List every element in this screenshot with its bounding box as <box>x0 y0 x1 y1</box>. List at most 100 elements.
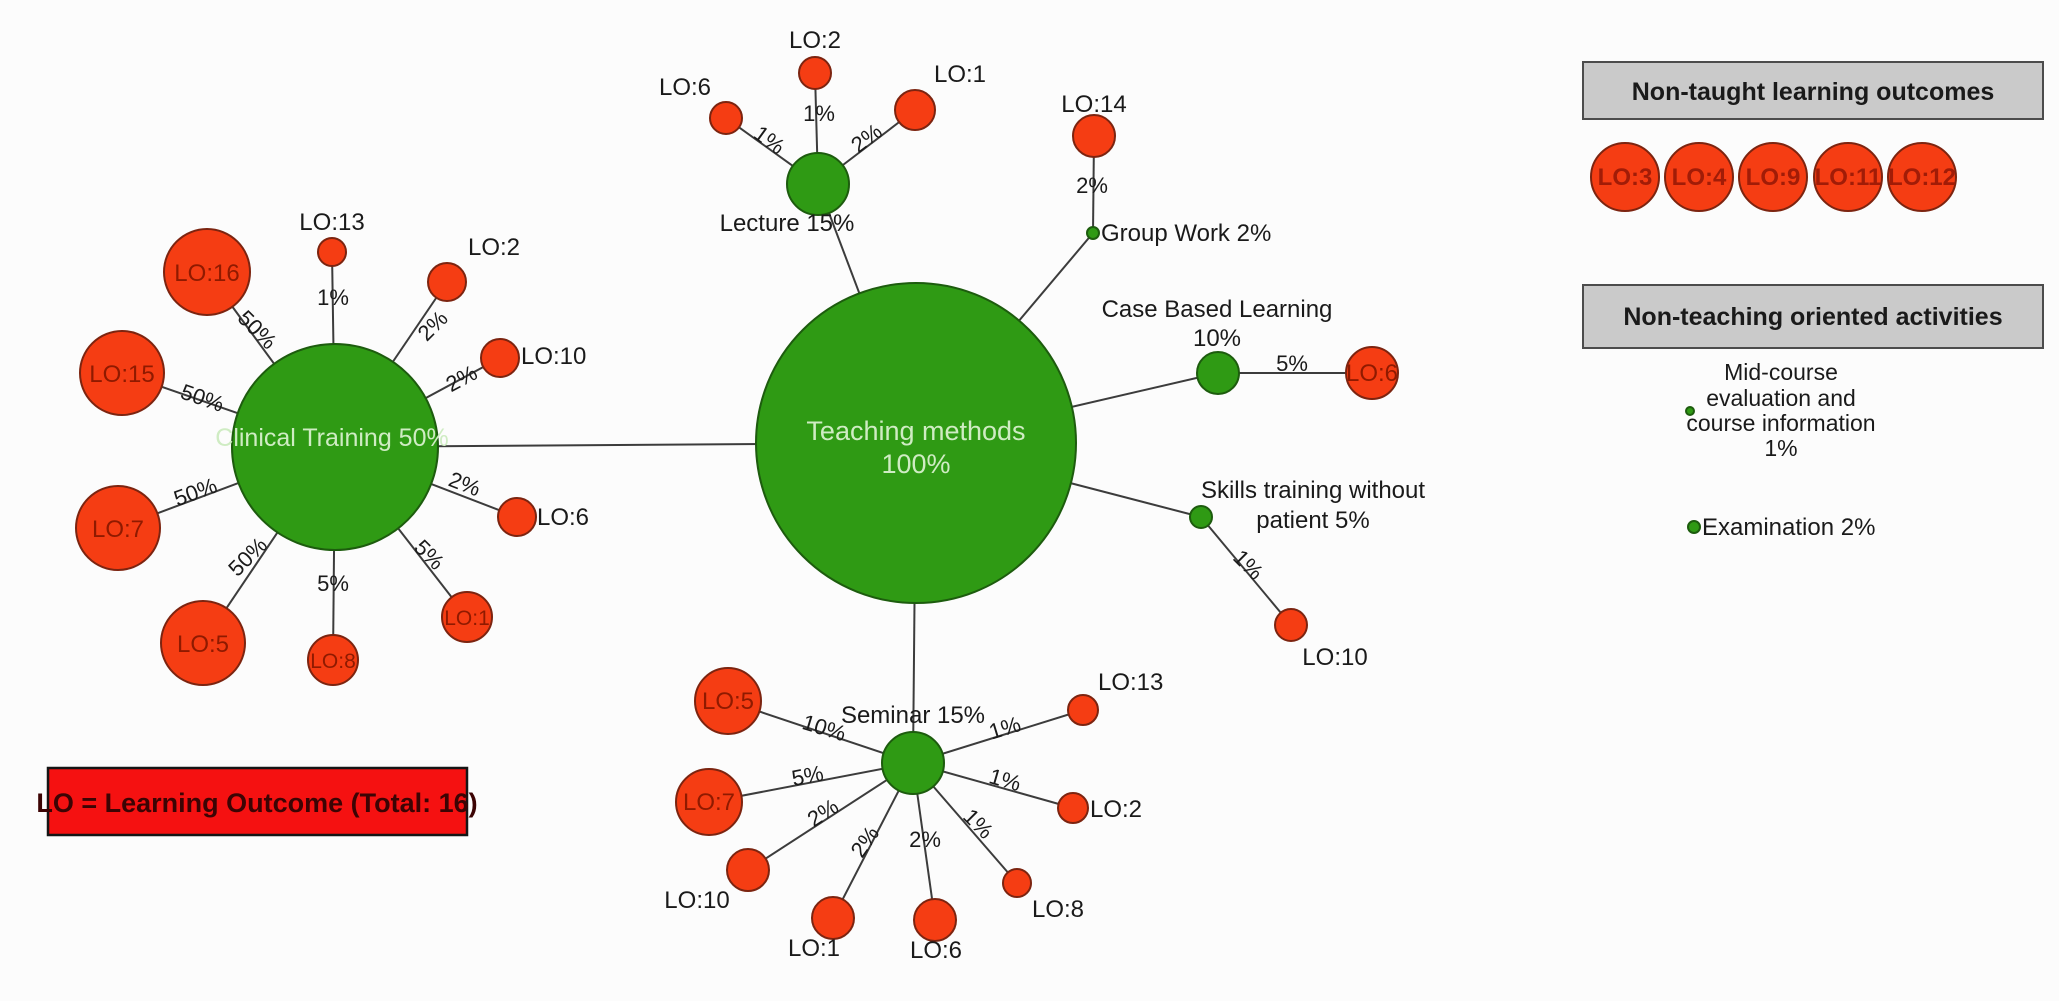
node-nontaught-lo4 <box>1664 142 1734 212</box>
group-work-label: Group Work 2% <box>1101 220 1271 247</box>
clinical-lo7-pct: 50% <box>170 473 220 512</box>
node-seminar-lo6 <box>913 898 957 942</box>
seminar-lo6-label: LO:6 <box>910 937 962 964</box>
seminar-lo1-pct: 2% <box>845 822 884 862</box>
node-lecture <box>786 152 850 216</box>
teaching-methods-label: Teaching methods <box>806 416 1025 446</box>
node-seminar-lo2 <box>1057 792 1089 824</box>
casebased-lo6-label: LO:6 <box>1346 360 1398 387</box>
skills-lo10-pct: 1% <box>1228 545 1268 585</box>
node-midcourse-dot <box>1685 406 1695 416</box>
seminar-lo8-label: LO:8 <box>1032 896 1084 923</box>
node-clinical-lo2 <box>427 262 467 302</box>
nontaught-lo9-label: LO:9 <box>1746 164 1801 191</box>
node-seminar <box>881 731 945 795</box>
clinical-lo16-label: LO:16 <box>174 260 239 287</box>
seminar-label: Seminar 15% <box>841 702 985 729</box>
edge <box>708 762 914 803</box>
lecture-lo2-label: LO:2 <box>789 27 841 54</box>
clinical-training-label: Clinical Training 50% <box>215 424 448 452</box>
legend-non-teaching: Non-teaching oriented activities Mid-cou… <box>1582 284 2044 541</box>
node-clinical-lo8 <box>307 634 359 686</box>
legend-non-taught: Non-taught learning outcomes LO:3 LO:4 L… <box>1582 61 2044 212</box>
lecture-label: Lecture 15% <box>720 210 855 237</box>
node-examination-dot <box>1687 520 1701 534</box>
node-clinical-lo7 <box>75 485 161 571</box>
clinical-lo8-label: LO:8 <box>310 650 356 673</box>
legend-non-taught-title: Non-taught learning outcomes <box>1632 78 1995 106</box>
node-casebased-lo6 <box>1345 346 1399 400</box>
seminar-lo8-pct: 1% <box>958 804 998 844</box>
teaching-methods-pct: 100% <box>881 449 950 479</box>
legend-non-teaching-box <box>1582 284 2044 349</box>
seminar-lo5-label: LO:5 <box>702 688 754 715</box>
labels: Teaching methods 100% Clinical Training … <box>89 27 1425 964</box>
examination-label: Examination 2% <box>1702 514 1875 541</box>
clinical-lo15-pct: 50% <box>178 379 228 417</box>
node-lecture-lo2 <box>798 56 832 90</box>
lecture-lo1-label: LO:1 <box>934 61 986 88</box>
midcourse-line3: course information <box>1686 410 1875 436</box>
lecture-lo6-pct: 1% <box>749 120 789 159</box>
clinical-lo2-label: LO:2 <box>468 234 520 261</box>
seminar-lo2-pct: 1% <box>986 763 1023 796</box>
clinical-lo1-label: LO:1 <box>444 607 490 630</box>
clinical-lo6-label: LO:6 <box>537 504 589 531</box>
clinical-lo13-pct: 1% <box>317 285 349 310</box>
footer-key-label: LO = Learning Outcome (Total: 16) <box>36 788 477 818</box>
skills-label-line1: Skills training without <box>1201 477 1425 504</box>
node-clinical-lo13 <box>317 237 347 267</box>
clinical-lo10-pct: 2% <box>442 360 482 397</box>
case-based-label-line2: 10% <box>1193 325 1241 352</box>
node-clinical-lo5 <box>160 600 246 686</box>
node-skills-training <box>1189 505 1213 529</box>
node-seminar-lo8 <box>1002 868 1032 898</box>
seminar-lo13-pct: 1% <box>986 711 1024 744</box>
clinical-lo2-pct: 2% <box>413 306 453 346</box>
lecture-lo6-label: LO:6 <box>659 74 711 101</box>
node-seminar-lo13 <box>1067 694 1099 726</box>
footer-key: LO = Learning Outcome (Total: 16) <box>36 766 478 837</box>
node-group-work <box>1086 226 1100 240</box>
clinical-lo5-pct: 50% <box>223 532 272 581</box>
footer-key-box <box>46 766 469 837</box>
edge <box>1200 516 1292 626</box>
legend-non-taught-box <box>1582 61 2044 120</box>
node-seminar-lo7 <box>675 768 743 836</box>
seminar-lo2-label: LO:2 <box>1090 796 1142 823</box>
node-seminar-lo10 <box>726 848 770 892</box>
node-lecture-lo6 <box>709 101 743 135</box>
clinical-lo15-label: LO:15 <box>89 361 154 388</box>
clinical-lo10-label: LO:10 <box>521 343 586 370</box>
node-lecture-lo1 <box>894 89 936 131</box>
skills-label-line2: patient 5% <box>1256 507 1369 534</box>
clinical-lo13-label: LO:13 <box>299 209 364 236</box>
node-clinical-lo10 <box>480 338 520 378</box>
case-based-label-line1: Case Based Learning <box>1102 296 1333 323</box>
seminar-lo6-pct: 2% <box>909 827 941 852</box>
groupwork-lo14-label: LO:14 <box>1061 91 1126 118</box>
node-seminar-lo1 <box>811 896 855 940</box>
node-clinical-lo15 <box>79 330 165 416</box>
nodes <box>75 56 1399 942</box>
seminar-lo7-pct: 5% <box>790 760 826 791</box>
node-seminar-lo5 <box>694 667 762 735</box>
lecture-lo1-pct: 2% <box>846 118 886 157</box>
node-nontaught-lo9 <box>1738 142 1808 212</box>
node-case-based-learning <box>1196 351 1240 395</box>
node-clinical-lo16 <box>163 228 251 316</box>
node-skills-lo10 <box>1274 608 1308 642</box>
seminar-lo1-label: LO:1 <box>788 935 840 962</box>
legend-non-teaching-title: Non-teaching oriented activities <box>1623 303 2002 331</box>
node-nontaught-lo3 <box>1590 142 1660 212</box>
node-clinical-lo6 <box>497 497 537 537</box>
node-clinical-lo1 <box>441 591 493 643</box>
seminar-lo10-label: LO:10 <box>664 887 729 914</box>
skills-lo10-label: LO:10 <box>1302 644 1367 671</box>
groupwork-lo14-pct: 2% <box>1076 173 1108 198</box>
seminar-lo7-label: LO:7 <box>683 789 735 816</box>
node-teaching-methods <box>755 282 1077 604</box>
node-groupwork-lo14 <box>1072 114 1116 158</box>
